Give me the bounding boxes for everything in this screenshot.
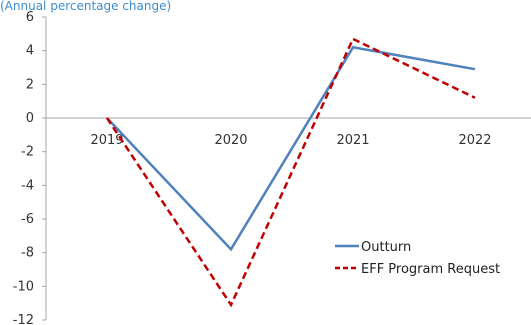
axes: 6 4 2 0 -2 -4 -6 -8 -10 -12 2019 2020 2021 2022 bbox=[13, 10, 531, 325]
y-tick-label: -2 bbox=[21, 145, 34, 160]
x-tick-label: 2019 bbox=[90, 133, 123, 148]
y-tick-label: -4 bbox=[21, 178, 34, 193]
legend-label-2: EFF Program Request bbox=[361, 262, 500, 277]
y-tick-label: 6 bbox=[26, 10, 34, 25]
x-tick-label: 2021 bbox=[336, 133, 369, 148]
x-tick-label: 2020 bbox=[214, 133, 247, 148]
legend: Outturn EFF Program Request bbox=[335, 240, 500, 277]
series-line-1 bbox=[106, 45, 476, 252]
series-line-2 bbox=[105, 37, 476, 308]
y-tick-label: -12 bbox=[13, 313, 34, 325]
y-tick-label: -6 bbox=[21, 212, 34, 227]
series-layer bbox=[105, 37, 476, 308]
y-tick-label: -8 bbox=[21, 246, 34, 261]
chart-subtitle: (Annual percentage change) bbox=[0, 0, 171, 13]
y-tick-label: 2 bbox=[26, 77, 34, 92]
y-tick-label: 4 bbox=[26, 44, 34, 59]
legend-label-1: Outturn bbox=[361, 240, 411, 255]
y-tick-label: 0 bbox=[26, 111, 34, 126]
x-tick-label: 2022 bbox=[458, 133, 491, 148]
y-tick-label: -10 bbox=[13, 279, 34, 294]
